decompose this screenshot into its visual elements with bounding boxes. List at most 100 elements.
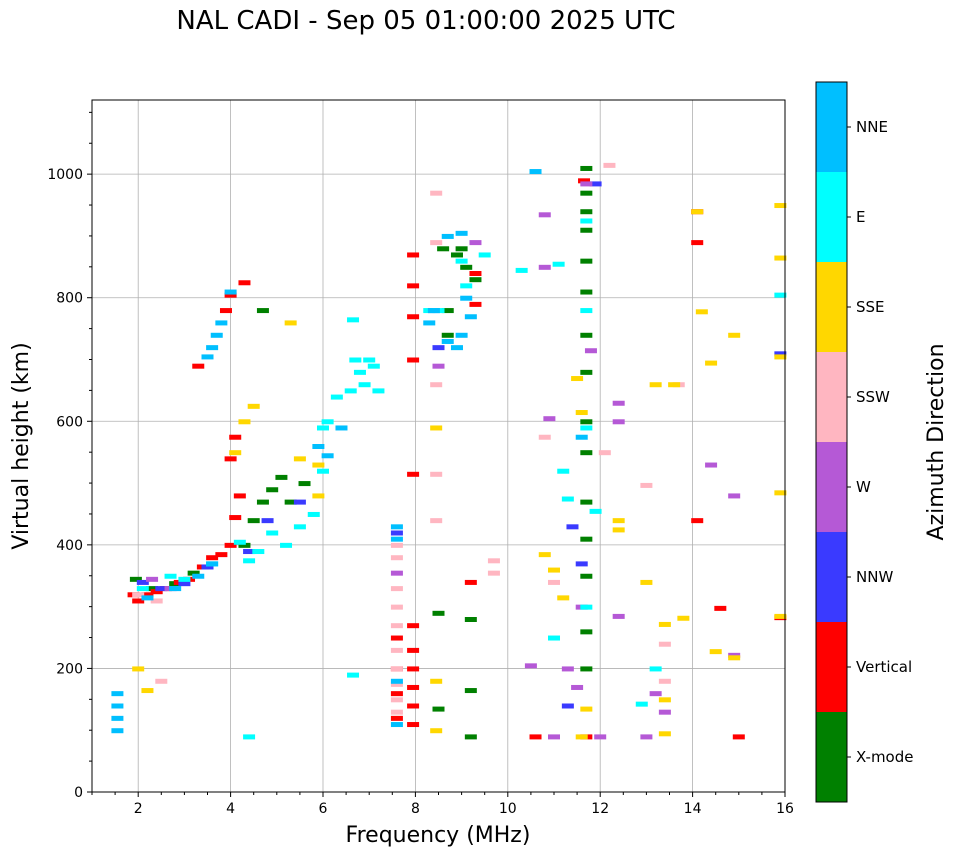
colorbar-swatch [816, 532, 847, 622]
data-point-x-mode [455, 246, 468, 252]
grid-lines [92, 100, 786, 792]
data-point-nnw [243, 549, 256, 555]
data-point-sse [538, 552, 551, 558]
data-point-e [774, 292, 787, 298]
data-point-vertical [407, 666, 420, 672]
data-point-nne [206, 561, 219, 567]
data-point-vertical [224, 542, 237, 548]
data-point-x-mode [580, 629, 593, 635]
data-point-x-mode [580, 227, 593, 233]
data-point-ssw [430, 518, 443, 524]
data-point-w [538, 264, 551, 270]
data-point-nne [455, 332, 468, 338]
data-point-e [460, 283, 473, 289]
data-point-sse [612, 527, 625, 533]
data-point-ssw [155, 678, 168, 684]
data-point-sse [774, 354, 787, 360]
data-point-x-mode [580, 536, 593, 542]
data-point-ssw [487, 570, 500, 576]
data-point-e [478, 252, 491, 258]
data-point-sse [774, 613, 787, 619]
data-point-x-mode [580, 419, 593, 425]
data-point-nnw [136, 579, 149, 585]
data-point-x-mode [266, 487, 279, 493]
data-point-x-mode [580, 289, 593, 295]
data-point-e [561, 496, 574, 502]
data-point-e [649, 666, 662, 672]
data-point-x-mode [238, 542, 251, 548]
data-point-sse [238, 419, 251, 425]
data-point-e [580, 218, 593, 224]
data-point-nne [215, 320, 228, 326]
data-point-e [548, 635, 560, 641]
data-point-x-mode [460, 264, 473, 270]
data-point-e [580, 604, 593, 610]
data-point-vertical [219, 308, 232, 314]
data-point-nne [111, 715, 124, 721]
data-point-x-mode [437, 246, 450, 252]
data-point-vertical [407, 283, 420, 289]
data-point-w [580, 181, 593, 187]
data-point-e [178, 576, 191, 582]
data-point-nne [169, 586, 182, 592]
data-point-sse [774, 255, 787, 261]
data-point-w [524, 663, 537, 669]
data-point-ssw [390, 542, 403, 548]
data-point-ssw [390, 709, 403, 715]
data-point-vertical [206, 555, 219, 561]
data-point-e [243, 734, 256, 740]
data-point-w [584, 348, 597, 354]
data-point-sse [709, 649, 722, 655]
data-point-e [552, 261, 565, 267]
data-point-e [243, 558, 256, 564]
data-point-vertical [238, 280, 251, 286]
data-point-x-mode [441, 332, 454, 338]
data-point-w [571, 684, 584, 690]
data-point-sse [312, 462, 325, 468]
colorbar-tick-label: W [856, 478, 871, 496]
colorbar-swatch [816, 172, 847, 262]
y-tick-label: 200 [56, 661, 83, 677]
x-tick-label: 4 [226, 801, 235, 817]
data-point-w [469, 240, 482, 246]
data-point-e [358, 382, 371, 388]
data-point-nne [390, 536, 403, 542]
data-point-ssw [390, 697, 403, 703]
x-tick-label: 14 [684, 801, 702, 817]
data-point-vertical [192, 363, 205, 369]
data-point-x-mode [580, 332, 593, 338]
data-point-nnw [390, 530, 403, 536]
data-point-nne [390, 722, 403, 728]
data-point-ssw [390, 604, 403, 610]
data-point-ssw [640, 482, 653, 488]
data-point-sse [557, 595, 570, 601]
data-point-w [728, 493, 741, 499]
data-point-e [164, 573, 177, 579]
data-point-nnw [589, 181, 602, 187]
data-point-vertical [407, 252, 420, 258]
y-tick-label: 800 [56, 291, 83, 307]
data-point-ssw [390, 681, 403, 687]
data-point-x-mode [464, 688, 477, 694]
data-point-nne [192, 573, 205, 579]
colorbar-tick-label: NNE [856, 118, 888, 136]
data-point-nnw [155, 586, 168, 592]
data-point-e [580, 425, 593, 431]
data-point-sse [312, 493, 325, 499]
y-axis-label: Virtual height (km) [9, 342, 34, 549]
data-point-x-mode [432, 610, 445, 616]
data-point-e [317, 468, 329, 474]
data-point-e [372, 388, 385, 394]
colorbar-frame [815, 81, 848, 803]
data-point-vertical [229, 515, 242, 521]
data-point-vertical [691, 518, 704, 524]
x-tick-label: 16 [776, 801, 794, 817]
data-point-ssw [548, 579, 560, 585]
data-point-sse [728, 655, 741, 661]
data-point-vertical [390, 635, 403, 641]
data-point-w [561, 666, 574, 672]
data-point-sse [728, 332, 741, 338]
colorbar-tick-label: NNW [856, 568, 893, 586]
colorbar-swatch [816, 262, 847, 352]
